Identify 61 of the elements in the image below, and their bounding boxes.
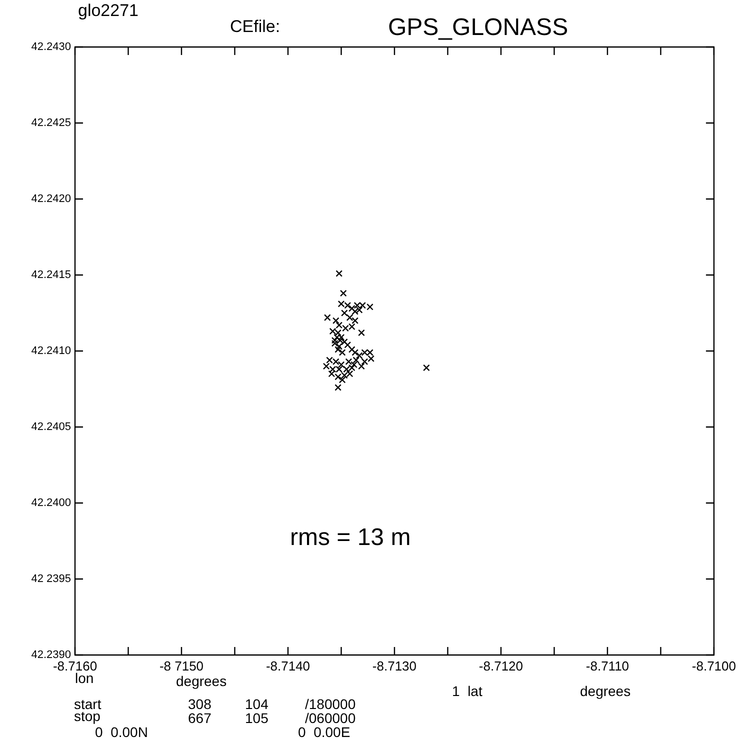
point xyxy=(358,329,365,336)
point xyxy=(358,362,365,370)
text: 308 xyxy=(188,696,212,712)
point xyxy=(348,346,356,353)
x-tick-label: -8.7130 xyxy=(372,658,417,674)
point xyxy=(361,349,368,356)
point xyxy=(324,314,331,321)
x-tick-label: -8.7140 xyxy=(266,658,310,674)
text: degrees xyxy=(176,673,227,689)
point xyxy=(422,364,430,372)
y-tick-label: 42 2395 xyxy=(31,573,71,586)
point xyxy=(341,338,348,346)
point xyxy=(348,323,356,330)
text: 0 0.00N xyxy=(95,724,148,740)
point xyxy=(332,358,340,366)
text: 105 xyxy=(245,710,268,726)
y-tick-label: 42.2410 xyxy=(31,345,71,358)
point xyxy=(334,346,342,353)
x-tick-label: -8.7120 xyxy=(478,658,524,674)
point xyxy=(341,310,348,316)
y-tick-label: 42.2400 xyxy=(31,497,71,510)
point xyxy=(331,336,338,344)
text: CEfile: xyxy=(230,17,280,36)
point xyxy=(348,305,356,312)
x-tick-label: -8.7110 xyxy=(586,658,630,674)
point xyxy=(340,290,347,297)
y-tick-label: 42.2430 xyxy=(31,41,71,54)
point xyxy=(329,328,336,335)
point xyxy=(342,324,349,332)
text: 1 lat xyxy=(452,683,482,699)
chart-title: GPS_GLONASS xyxy=(388,14,568,41)
x-tick-label: -8.7100 xyxy=(692,658,736,674)
x-tick-label: -8 7150 xyxy=(159,658,204,674)
point xyxy=(361,358,368,366)
point xyxy=(338,349,346,356)
point xyxy=(346,314,354,321)
text: /180000 xyxy=(305,696,356,712)
text: 667 xyxy=(188,710,212,726)
point xyxy=(344,302,352,309)
y-tick-label: 42.2420 xyxy=(31,193,71,206)
text: 0 0.00E xyxy=(298,724,350,740)
point xyxy=(334,384,342,391)
point xyxy=(366,303,374,310)
y-tick-label: 42.2425 xyxy=(31,117,71,130)
text: degrees xyxy=(580,683,631,699)
annotation: rms = 13 m xyxy=(290,524,411,551)
text: /060000 xyxy=(305,710,356,726)
point xyxy=(338,300,345,308)
point xyxy=(326,356,333,364)
point xyxy=(344,341,352,348)
point xyxy=(356,352,363,359)
point xyxy=(332,317,340,324)
point xyxy=(322,362,330,370)
point xyxy=(359,302,366,309)
point xyxy=(352,317,359,324)
text: 104 xyxy=(245,696,268,712)
point xyxy=(336,270,343,277)
point xyxy=(338,334,345,341)
y-tick-label: 42.2405 xyxy=(31,421,71,434)
y-tick-label: 42.2415 xyxy=(31,269,71,282)
text: glo2271 xyxy=(78,1,139,20)
